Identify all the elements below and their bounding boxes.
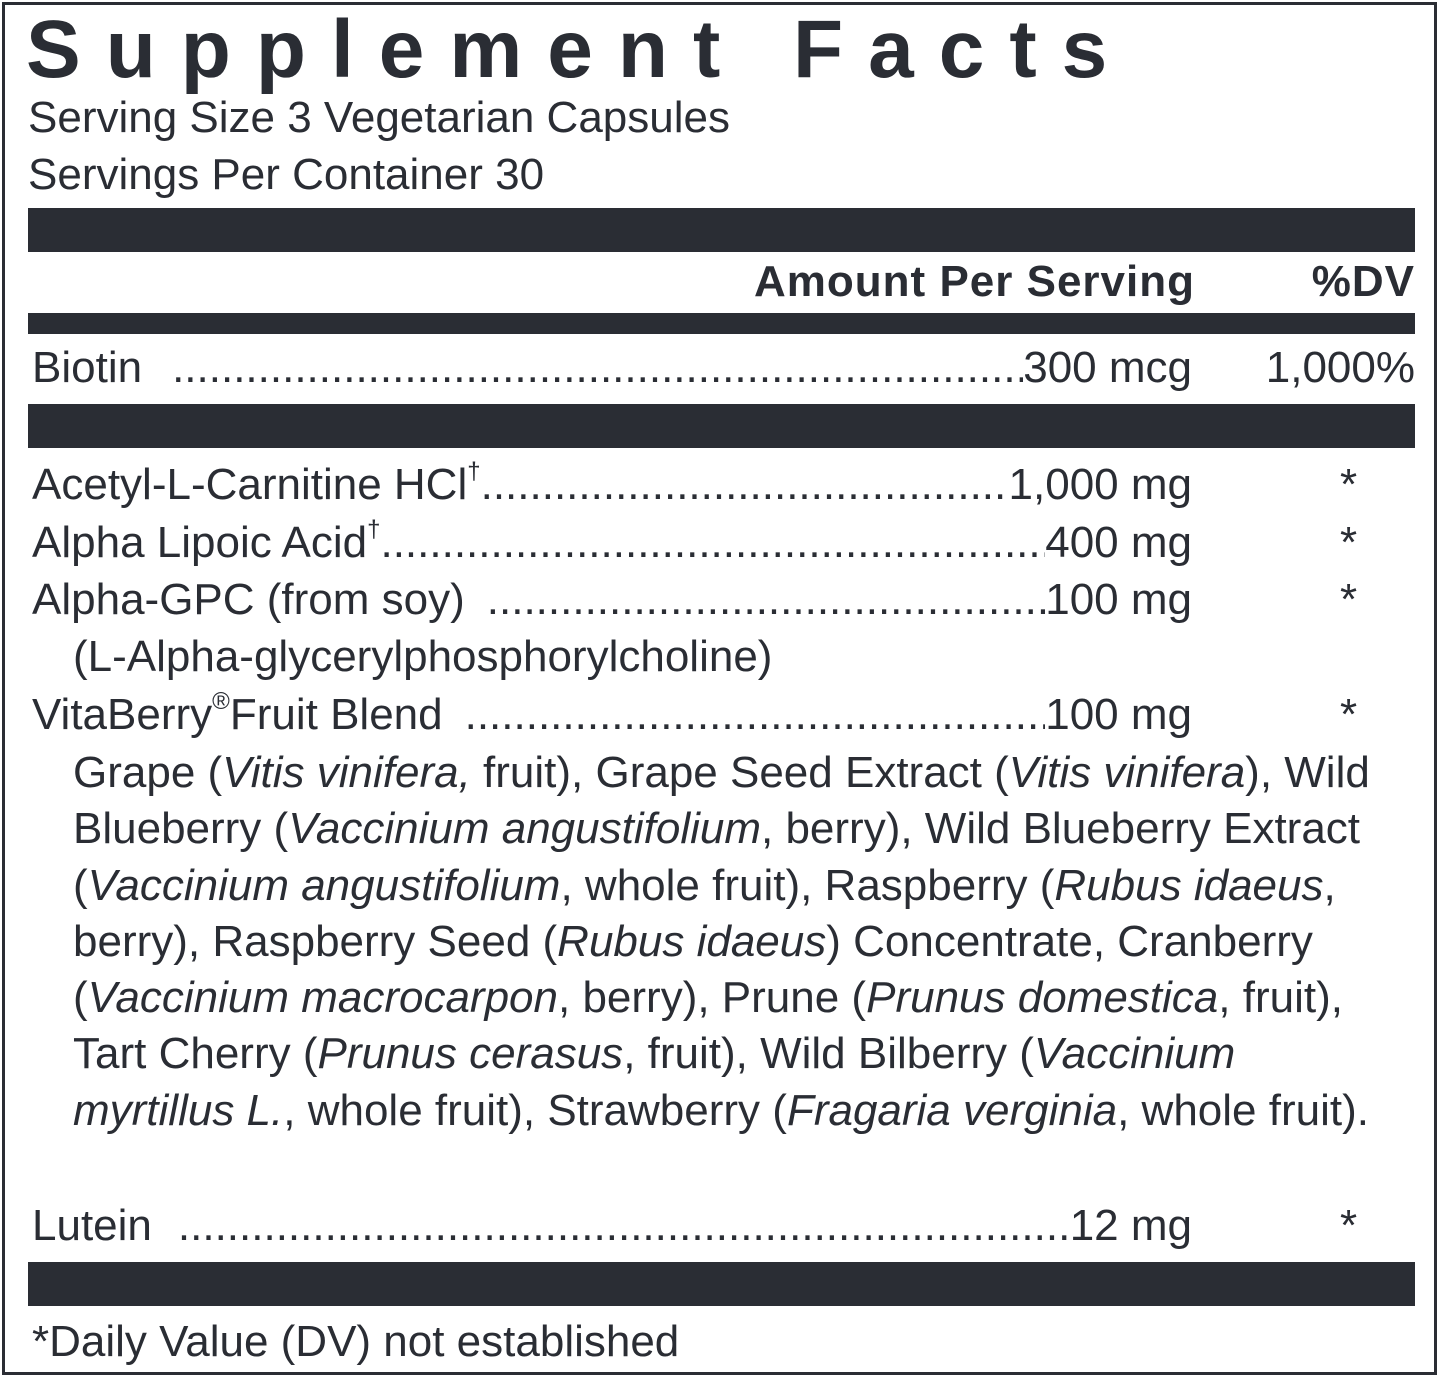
- label-title: Supplement Facts: [26, 4, 1133, 95]
- dot-leader: [380, 515, 1045, 571]
- blend-text: , fruit), Tart Cherry (: [73, 973, 1343, 1079]
- blend-text: , berry), Wild Blueberry Extract (: [73, 804, 1361, 910]
- divider-bar: [28, 208, 1415, 252]
- dot-leader: [487, 572, 1045, 628]
- dot-leader: [172, 340, 1023, 396]
- dv-value: *: [1340, 518, 1358, 567]
- dv-value: 1,000%: [1265, 343, 1415, 392]
- botanical-name: Vaccinium myrtillus L.: [73, 1029, 1236, 1135]
- dot-leader: [465, 687, 1046, 743]
- dv-value: *: [1340, 690, 1358, 739]
- botanical-name: Rubus idaeus: [1054, 860, 1324, 910]
- blend-text: , whole fruit).: [1117, 1085, 1369, 1135]
- divider-bar: [28, 313, 1415, 334]
- divider-bar: [28, 1262, 1415, 1306]
- botanical-name: Vitis vinifera: [1008, 748, 1246, 797]
- servings-per-container: Servings Per Container 30: [28, 150, 545, 199]
- blend-text: , berry), Prune (: [558, 973, 867, 1023]
- botanical-name: Vitis vinifera,: [222, 748, 471, 797]
- blend-text: ), Wild Blueberry (: [73, 748, 1370, 854]
- dv-value: *: [1340, 575, 1358, 624]
- amount-per-serving-header: Amount Per Serving: [754, 257, 1195, 306]
- blend-text: , berry), Raspberry Seed (: [73, 860, 1336, 966]
- botanical-name: Vaccinium angustifolium: [288, 804, 761, 854]
- ingredient-row: Alpha Lipoic Acid† 400 mg: [32, 515, 1192, 571]
- dv-header: %DV: [1311, 257, 1415, 306]
- ingredient-subtitle: (L-Alpha-glycerylphosphorylcholine): [73, 632, 773, 681]
- blend-text: Grape (: [73, 748, 223, 797]
- blend-text: ) Concentrate, Cranberry (: [73, 916, 1313, 1023]
- ingredient-row: Acetyl-L-Carnitine HCl† 1,000 mg: [32, 457, 1192, 513]
- dot-leader: [481, 457, 1009, 513]
- fruit-blend-ingredients: Grape (Vitis vinifera, fruit), Grape See…: [73, 745, 1383, 1139]
- botanical-name: Prunus cerasus: [317, 1029, 624, 1079]
- serving-size: Serving Size 3 Vegetarian Capsules: [28, 93, 730, 142]
- blend-text: , fruit), Wild Bilberry (: [623, 1029, 1034, 1079]
- ingredient-row: Alpha-GPC (from soy) 100 mg: [32, 572, 1192, 628]
- botanical-name: Rubus idaeus: [557, 916, 827, 966]
- ingredient-row: VitaBerry®Fruit Blend 100 mg: [32, 687, 1192, 743]
- botanical-name: Prunus domestica: [866, 973, 1219, 1023]
- dv-value: *: [1340, 460, 1358, 509]
- dv-value: *: [1340, 1201, 1358, 1250]
- ingredient-row-lutein: Lutein 12 mg: [32, 1198, 1192, 1254]
- nutrient-row-biotin: Biotin 300 mcg: [32, 340, 1192, 396]
- footnote: *Daily Value (DV) not established: [32, 1317, 680, 1366]
- divider-bar: [28, 404, 1415, 448]
- blend-text: , whole fruit), Strawberry (: [283, 1085, 787, 1135]
- blend-text: fruit), Grape Seed Extract (: [470, 748, 1009, 797]
- dot-leader: [178, 1198, 1070, 1254]
- blend-text: , whole fruit), Raspberry (: [560, 860, 1055, 910]
- botanical-name: Fragaria verginia: [786, 1085, 1118, 1135]
- botanical-name: Vaccinium macrocarpon: [87, 973, 558, 1023]
- botanical-name: Vaccinium angustifolium: [87, 860, 561, 910]
